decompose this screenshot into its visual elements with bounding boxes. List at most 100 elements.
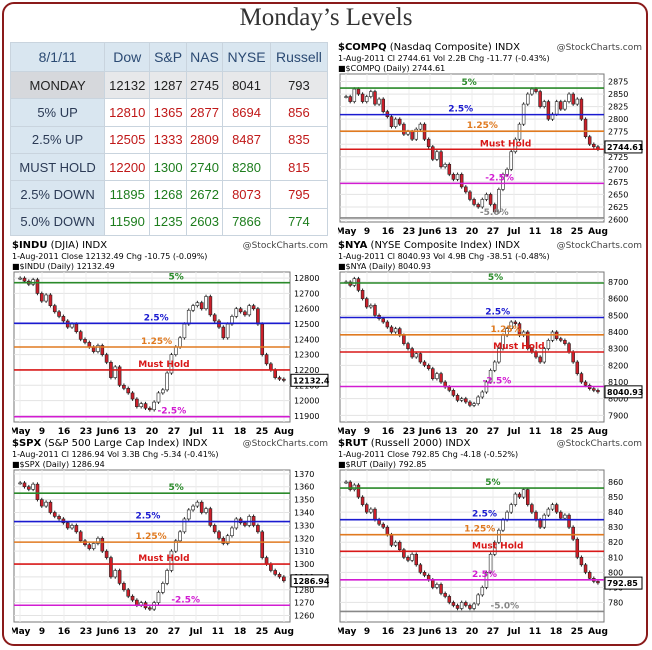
candle (221, 537, 226, 544)
y-tick-label: 8000 (608, 395, 628, 404)
y-tick-label: 8100 (608, 378, 628, 387)
table-cell: 11895 (104, 180, 151, 209)
candle (344, 481, 348, 484)
candle (459, 174, 464, 188)
candle (509, 504, 513, 513)
chart-panel-spx: $SPX (S&P 500 Large Cap Index) INDX @Stoc… (12, 438, 330, 638)
level-label: 5% (169, 273, 184, 283)
level-label: 1.25% (464, 525, 495, 535)
y-tick-label: 2700 (608, 165, 628, 174)
x-tick-label: 16 (382, 427, 395, 437)
candle (109, 557, 113, 578)
y-tick-label: 1320 (294, 534, 314, 543)
candle (480, 587, 485, 596)
candle (513, 493, 518, 505)
level-label: 1.25% (135, 532, 166, 542)
x-tick-label: 13 (124, 627, 137, 637)
candle (113, 570, 118, 578)
candle (497, 529, 501, 543)
candle (57, 311, 61, 317)
candle (247, 305, 252, 316)
chart-header: $COMPQ (Nasdaq Composite) INDX (338, 42, 520, 53)
last-price-box (290, 373, 329, 387)
y-tick-label: 1350 (294, 496, 314, 505)
candle (563, 514, 567, 519)
candle (546, 340, 551, 349)
candle (31, 483, 35, 490)
y-tick-label: 8200 (608, 361, 628, 370)
level-label: 2.5% (485, 308, 510, 318)
candle (360, 93, 365, 102)
x-tick-label: 25 (571, 227, 584, 237)
chart-legend-line: ■$COMPQ (Daily) 2744.61 (338, 64, 446, 73)
table-row-25down: 2.5% DOWN 11895 1268 2672 8073 795 (9, 180, 329, 209)
candle (501, 519, 505, 531)
level-label: Must Hold (493, 342, 544, 352)
chart-quote-line: 1-Aug-2011 Cl 1286.94 Vol 3.3B Chg -5.34… (12, 450, 219, 459)
y-tick-label: 1340 (294, 509, 314, 518)
candle (542, 348, 547, 363)
candle (464, 186, 468, 193)
candle (148, 607, 152, 610)
level-label: 5% (169, 483, 184, 493)
candle (364, 96, 369, 102)
candle (389, 534, 394, 546)
candle (126, 589, 131, 597)
table-cell: 2745 (185, 71, 224, 100)
x-tick-label: Aug (588, 427, 608, 437)
last-price-label: 2744.61 (607, 143, 644, 152)
candle (191, 505, 195, 511)
x-tick-label: 13 (445, 427, 458, 437)
chart-symbol: $RUT (338, 438, 368, 449)
level-label: 2.5% (144, 313, 169, 323)
candle (48, 501, 53, 513)
table-cell: 2740 (185, 152, 224, 182)
candle (87, 544, 92, 549)
candle (208, 508, 213, 526)
candle (78, 331, 83, 340)
y-tick-label: 12300 (294, 351, 319, 360)
y-tick-label: 12600 (294, 305, 319, 314)
candle (199, 501, 204, 513)
chart-symbol: $COMPQ (338, 42, 387, 53)
candle (113, 366, 118, 378)
row-label: MUST HOLD (9, 152, 106, 182)
candle (509, 151, 513, 170)
chart-name: (NYSE Composite Index) (367, 240, 496, 251)
candle (70, 323, 74, 328)
candle (212, 314, 217, 322)
candle (455, 395, 460, 401)
x-tick-label: Aug (274, 427, 294, 437)
candle (61, 316, 66, 322)
candle (410, 131, 414, 140)
candle (567, 343, 571, 353)
candle (96, 537, 100, 544)
candle (451, 390, 456, 396)
x-tick-label: 13 (445, 227, 458, 237)
x-tick-label: Jun6 (418, 227, 441, 237)
candle (173, 346, 178, 355)
y-tick-label: 2600 (608, 215, 628, 224)
candle (439, 373, 443, 383)
candle (443, 164, 447, 168)
chart-name: (DJIA) (47, 240, 83, 251)
level-label: 2.5% (135, 512, 160, 522)
candle (497, 189, 501, 213)
candle (234, 308, 239, 317)
candle (100, 345, 105, 355)
row-label: MONDAY (9, 71, 106, 100)
chart-header: $RUT (Russell 2000) INDX (338, 438, 470, 449)
candle (435, 151, 439, 160)
candle (269, 363, 273, 371)
chart-exchange: INDX (494, 42, 520, 53)
candle (173, 540, 178, 552)
x-tick-label: 13 (445, 627, 458, 637)
candle (579, 98, 584, 120)
x-tick-label: 25 (256, 627, 269, 637)
chart-svg: 1260127012801290130013101320133013401350… (12, 469, 330, 637)
candle (542, 101, 547, 107)
candle (369, 91, 373, 97)
chart-source: @StockCharts.com (556, 241, 642, 251)
chart-source: @StockCharts.com (556, 439, 642, 449)
candle (439, 151, 443, 168)
